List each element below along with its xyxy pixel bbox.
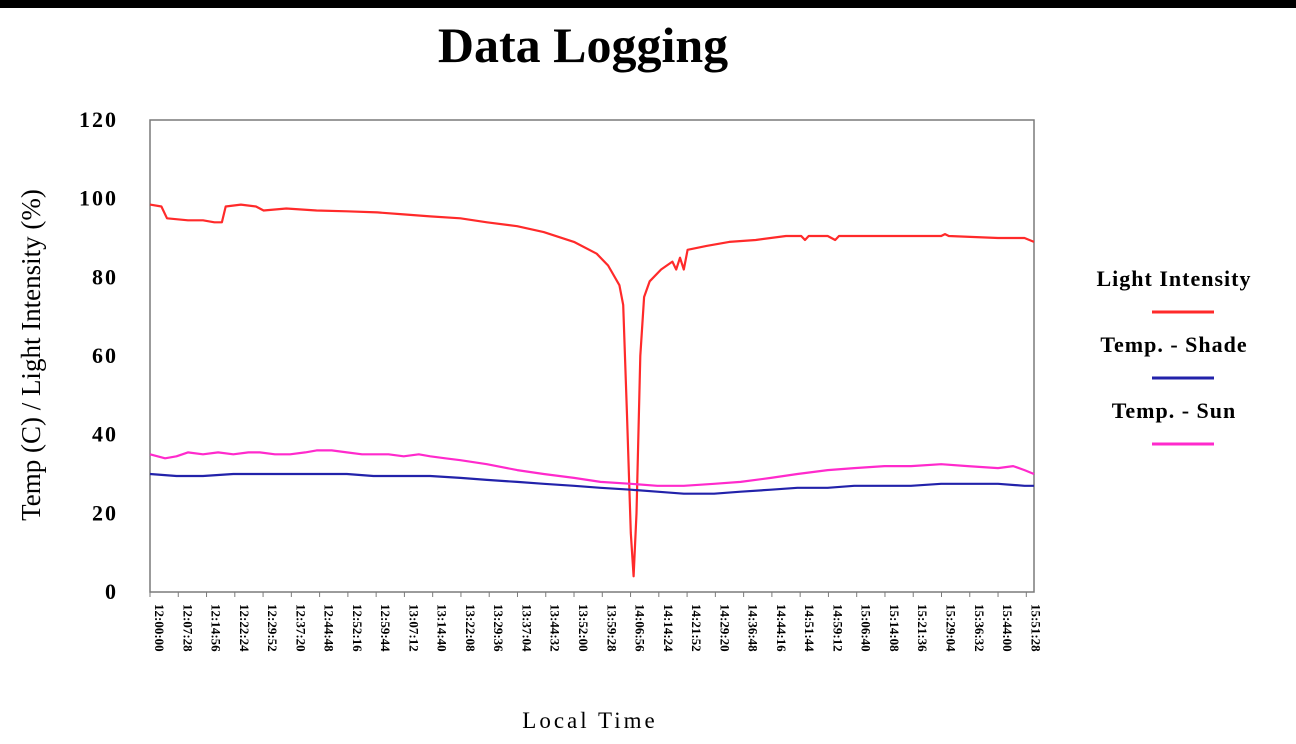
x-tick-label: 14:14:24 xyxy=(661,604,676,652)
x-tick-label: 12:07:28 xyxy=(180,604,195,652)
y-tick-label: 120 xyxy=(79,107,118,132)
legend-label: Light Intensity xyxy=(1097,266,1252,291)
x-tick-label: 15:14:08 xyxy=(887,604,902,652)
x-tick-label: 12:44:48 xyxy=(322,604,337,652)
x-tick-label: 12:22:24 xyxy=(237,604,252,652)
x-tick-label: 13:29:36 xyxy=(491,604,506,652)
x-tick-label: 12:59:44 xyxy=(378,604,393,652)
x-tick-label: 13:14:40 xyxy=(435,604,450,652)
series-line xyxy=(149,449,1035,487)
x-tick-label: 13:59:28 xyxy=(604,604,619,652)
x-tick-label: 13:44:32 xyxy=(548,604,563,652)
x-tick-label: 12:14:56 xyxy=(209,604,224,652)
x-tick-label: 14:36:48 xyxy=(746,604,761,652)
x-axis-label: Local Time xyxy=(522,708,657,733)
x-tick-label: 14:44:16 xyxy=(774,604,789,652)
x-tick-label: 13:37:04 xyxy=(519,604,534,652)
x-tick-label: 14:21:52 xyxy=(689,604,704,652)
y-axis-label: Temp (C) / Light Intensity (%) xyxy=(16,189,46,521)
y-axis: 0 20 40 60 80 100 120 xyxy=(79,107,118,604)
series-lines xyxy=(149,203,1035,578)
x-axis: 12:00:00 12:07:28 12:14:56 12:22:24 12:29:52… xyxy=(149,592,1043,652)
series-line xyxy=(149,472,1034,495)
legend-label: Temp. - Sun xyxy=(1112,398,1237,423)
series-line xyxy=(149,203,1035,578)
legend-label: Temp. - Shade xyxy=(1100,332,1247,357)
chart-title: Data Logging xyxy=(438,17,728,73)
y-tick-label: 40 xyxy=(92,422,118,447)
x-tick-label: 14:29:20 xyxy=(717,604,732,652)
x-tick-label: 14:59:12 xyxy=(830,604,845,652)
x-tick-label: 15:36:32 xyxy=(972,604,987,652)
x-tick-label: 15:51:28 xyxy=(1028,604,1043,652)
x-tick-label: 13:07:12 xyxy=(406,604,421,652)
x-tick-label: 12:52:16 xyxy=(350,604,365,652)
y-tick-label: 60 xyxy=(92,343,118,368)
x-tick-label: 15:44:00 xyxy=(1000,604,1015,652)
x-tick-label: 13:52:00 xyxy=(576,604,591,652)
top-border-bar xyxy=(0,0,1296,8)
y-tick-label: 20 xyxy=(92,500,118,525)
x-tick-label: 12:37:20 xyxy=(293,604,308,652)
x-tick-label: 12:29:52 xyxy=(265,604,280,652)
x-tick-label: 15:21:36 xyxy=(915,604,930,652)
plot-area xyxy=(149,119,1035,593)
y-tick-label: 100 xyxy=(79,186,118,211)
legend: Light Intensity Temp. - Shade Temp. - Sun xyxy=(1097,266,1252,446)
x-tick-label: 14:51:44 xyxy=(802,604,817,652)
x-tick-label: 15:06:40 xyxy=(859,604,874,652)
y-tick-label: 80 xyxy=(92,264,118,289)
x-tick-label: 15:29:04 xyxy=(943,604,958,652)
x-tick-label: 13:22:08 xyxy=(463,604,478,652)
x-tick-label: 12:00:00 xyxy=(152,604,167,652)
x-tick-label: 14:06:56 xyxy=(633,604,648,652)
y-tick-label: 0 xyxy=(105,579,118,604)
